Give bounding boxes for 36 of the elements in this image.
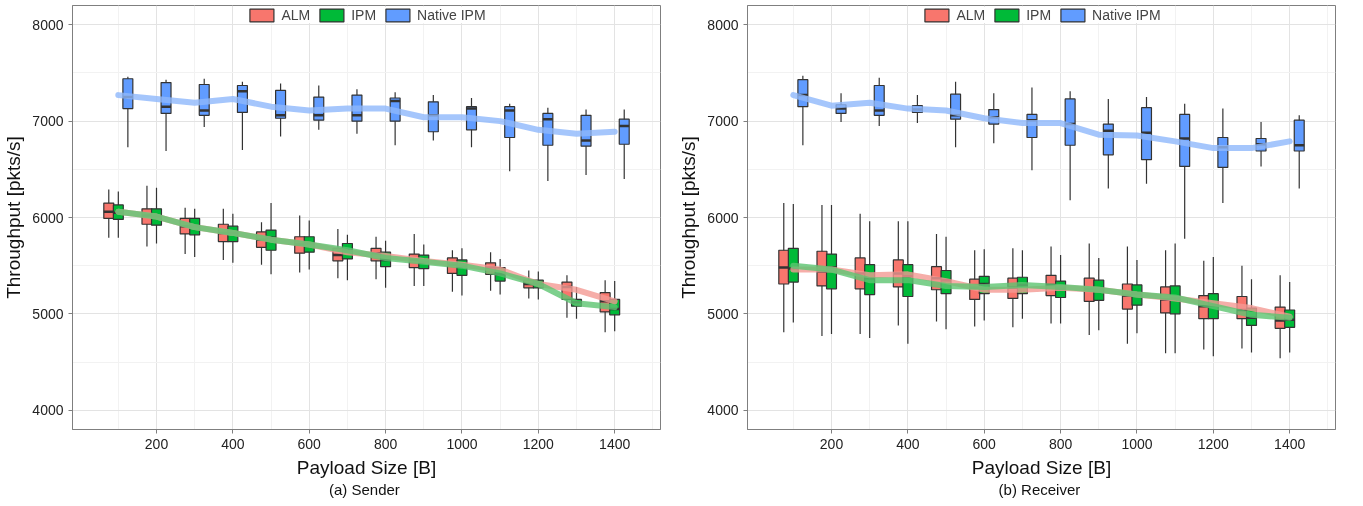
x-tick-label: 200 bbox=[819, 435, 844, 452]
x-tick-label: 1400 bbox=[599, 435, 631, 452]
legend-label: Native IPM bbox=[417, 7, 486, 23]
x-tick-label: 1000 bbox=[1121, 435, 1153, 452]
text: (a) Sender bbox=[328, 480, 400, 498]
legend-label: IPM bbox=[351, 7, 377, 23]
x-tick-label: 600 bbox=[297, 435, 322, 452]
x-axis-title: Payload Size [B] bbox=[971, 456, 1112, 478]
y-axis-title: Throughput [pkts/s] bbox=[678, 136, 700, 299]
x-tick-label: 200 bbox=[144, 435, 169, 452]
x-tick-label: 1200 bbox=[522, 435, 555, 452]
y-tick-label: 6000 bbox=[32, 209, 64, 226]
y-tick-label: 5000 bbox=[707, 305, 739, 322]
x-tick-label: 1200 bbox=[1197, 435, 1230, 452]
x-tick-label: 600 bbox=[972, 435, 997, 452]
x-tick-label: 400 bbox=[221, 435, 245, 452]
legend-label: ALM bbox=[956, 7, 986, 23]
text: (b) Receiver bbox=[998, 480, 1081, 498]
legend-label: ALM bbox=[281, 7, 311, 23]
legend-label: Native IPM bbox=[1092, 7, 1161, 23]
y-axis-title: Throughput [pkts/s] bbox=[3, 136, 25, 299]
x-tick-label: 400 bbox=[896, 435, 920, 452]
y-tick-label: 6000 bbox=[707, 209, 739, 226]
x-axis-title: Payload Size [B] bbox=[296, 456, 437, 478]
x-tick-label: 1000 bbox=[446, 435, 478, 452]
x-tick-label: 1400 bbox=[1274, 435, 1306, 452]
x-tick-label: 800 bbox=[1048, 435, 1073, 452]
y-tick-label: 8000 bbox=[707, 16, 739, 33]
y-tick-label: 7000 bbox=[32, 113, 64, 130]
y-tick-label: 4000 bbox=[32, 402, 64, 419]
x-tick-label: 800 bbox=[373, 435, 398, 452]
y-tick-label: 4000 bbox=[707, 402, 739, 419]
y-tick-label: 8000 bbox=[32, 16, 64, 33]
y-tick-label: 5000 bbox=[32, 305, 64, 322]
legend-label: IPM bbox=[1026, 7, 1052, 23]
y-tick-label: 7000 bbox=[707, 113, 739, 130]
